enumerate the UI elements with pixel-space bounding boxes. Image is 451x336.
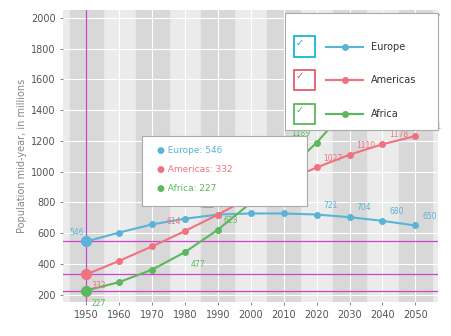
Text: 623: 623 xyxy=(223,216,238,225)
Bar xyxy=(332,10,365,302)
Bar xyxy=(293,70,314,90)
Text: 1110: 1110 xyxy=(356,141,375,150)
Bar xyxy=(293,36,314,57)
Text: 1231: 1231 xyxy=(421,122,441,131)
Text: 935: 935 xyxy=(290,168,305,177)
Text: 680: 680 xyxy=(389,207,403,216)
Bar xyxy=(135,10,168,302)
Text: ✓: ✓ xyxy=(295,38,303,48)
Text: Americas: Americas xyxy=(370,75,415,85)
Text: 1937: 1937 xyxy=(420,13,439,23)
Text: 477: 477 xyxy=(190,260,205,269)
Text: ✓: ✓ xyxy=(295,72,303,81)
Text: 1189: 1189 xyxy=(291,129,310,138)
Text: 982: 982 xyxy=(261,161,275,169)
Text: 227: 227 xyxy=(92,299,106,308)
Text: ● Americas: 332: ● Americas: 332 xyxy=(157,165,232,174)
Bar xyxy=(70,10,102,302)
Text: ✓: ✓ xyxy=(295,105,303,115)
Bar xyxy=(398,10,431,302)
Text: 797: 797 xyxy=(256,189,271,198)
Y-axis label: Population mid-year, in millions: Population mid-year, in millions xyxy=(17,79,27,234)
Text: Africa: Africa xyxy=(370,109,398,119)
Text: 721: 721 xyxy=(323,201,337,210)
FancyBboxPatch shape xyxy=(142,136,307,206)
Bar xyxy=(267,10,299,302)
Text: 1027: 1027 xyxy=(323,154,342,163)
Text: 546: 546 xyxy=(69,227,84,237)
Bar xyxy=(201,10,234,302)
FancyBboxPatch shape xyxy=(284,13,437,130)
Text: 1427: 1427 xyxy=(324,92,343,101)
Text: 332: 332 xyxy=(92,281,106,290)
Text: Europe: Europe xyxy=(370,42,404,52)
Text: 614: 614 xyxy=(166,217,181,226)
Text: ● Africa: 227: ● Africa: 227 xyxy=(157,184,216,193)
Text: 721: 721 xyxy=(199,201,214,210)
Bar xyxy=(293,103,314,124)
Text: 650: 650 xyxy=(421,212,436,220)
Text: 728: 728 xyxy=(290,200,304,209)
Text: 704: 704 xyxy=(356,203,370,212)
Text: 721: 721 xyxy=(198,201,212,210)
Text: 836: 836 xyxy=(231,183,245,192)
Text: ● Europe: 546: ● Europe: 546 xyxy=(157,146,222,155)
Text: 1178: 1178 xyxy=(389,130,408,139)
Text: 728: 728 xyxy=(232,200,247,209)
